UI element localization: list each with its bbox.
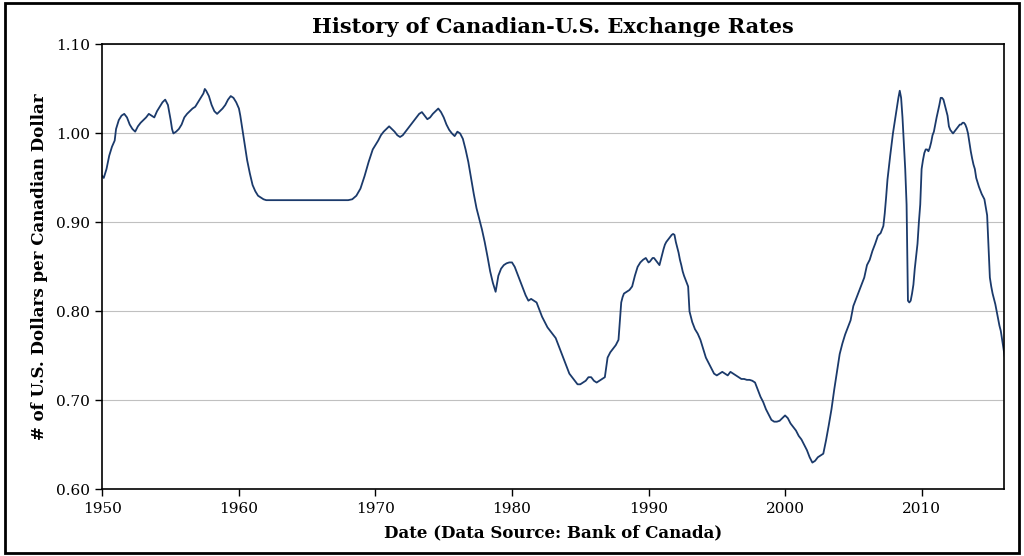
Y-axis label: # of U.S. Dollars per Canadian Dollar: # of U.S. Dollars per Canadian Dollar bbox=[31, 93, 47, 440]
X-axis label: Date (Data Source: Bank of Canada): Date (Data Source: Bank of Canada) bbox=[384, 524, 722, 541]
Title: History of Canadian-U.S. Exchange Rates: History of Canadian-U.S. Exchange Rates bbox=[312, 17, 794, 37]
